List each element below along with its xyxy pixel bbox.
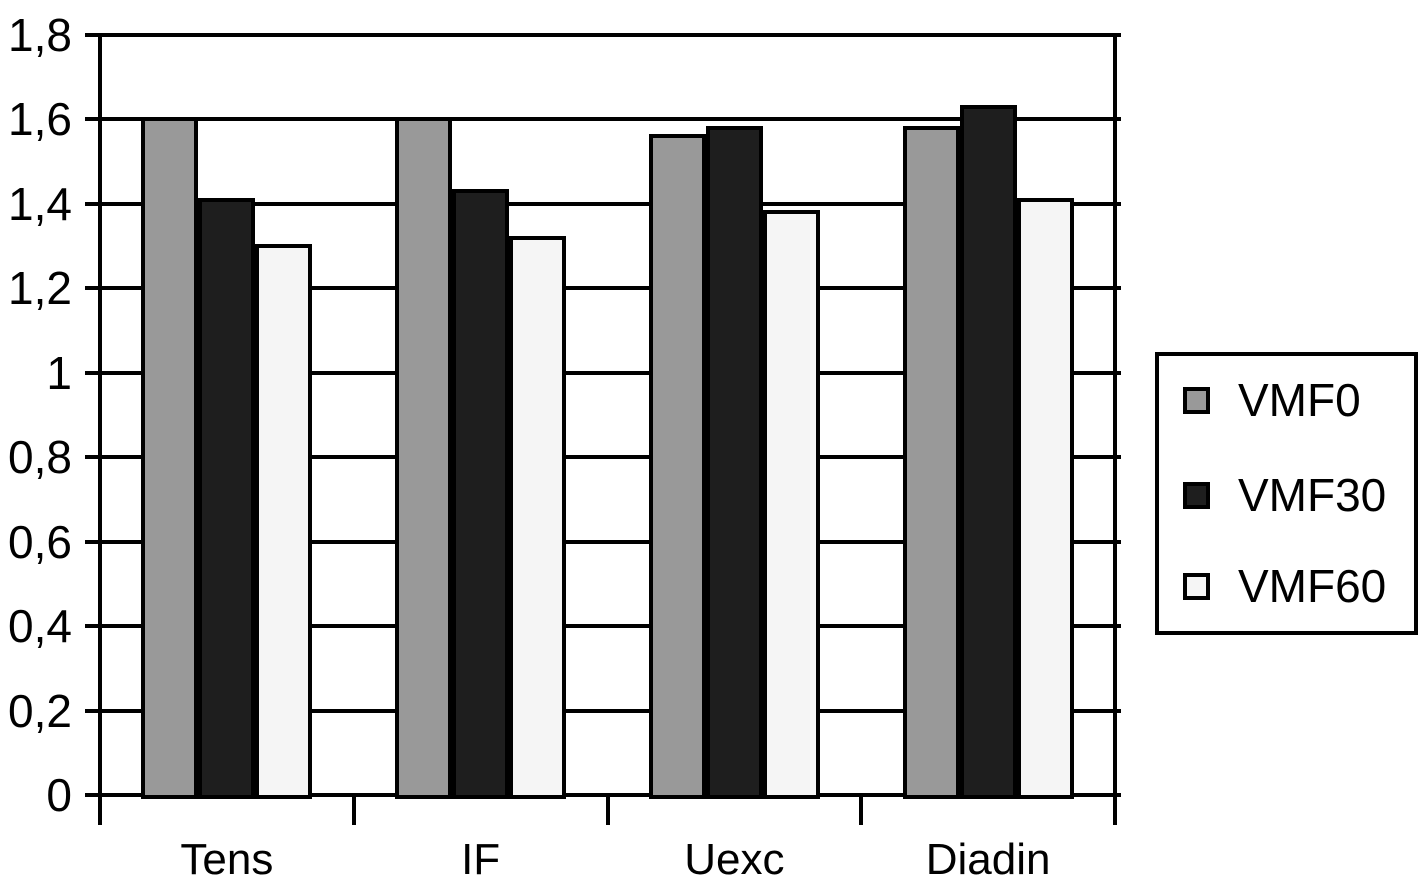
legend-item-vmf0: VMF0 — [1183, 374, 1361, 426]
legend-label-vmf30: VMF30 — [1238, 469, 1387, 521]
gridline — [85, 370, 1121, 375]
bar-vmf30-diadin — [959, 104, 1017, 799]
plot-right-border — [1113, 33, 1117, 825]
legend-item-vmf60: VMF60 — [1183, 560, 1386, 612]
legend-swatch-vmf0 — [1183, 386, 1210, 414]
y-tick-label: 1 — [46, 346, 72, 399]
legend-label-vmf0: VMF0 — [1238, 374, 1361, 426]
y-tick-label: 1,8 — [8, 9, 72, 61]
y-axis-line — [98, 33, 102, 825]
x-axis-line — [85, 793, 1121, 797]
bar-vmf0-uexc — [648, 134, 706, 799]
y-tick-label: 0,8 — [8, 431, 72, 484]
gridline — [85, 708, 1121, 713]
gridline — [85, 286, 1121, 291]
bar-vmf30-tens — [198, 197, 256, 799]
gridline — [85, 624, 1121, 629]
y-tick-label: 1,4 — [8, 177, 72, 230]
gridline — [85, 455, 1121, 460]
y-tick-label: 0 — [46, 769, 72, 821]
gridline — [85, 117, 1121, 122]
legend: VMF0 VMF30 VMF60 — [1155, 352, 1418, 635]
x-category-label: Uexc — [684, 835, 785, 882]
y-tick-label: 0,4 — [8, 600, 72, 653]
legend-label-vmf60: VMF60 — [1238, 560, 1387, 612]
legend-swatch-vmf60 — [1183, 572, 1210, 600]
gridline — [85, 539, 1121, 544]
y-tick-label: 1,6 — [8, 93, 72, 146]
x-axis-tick — [351, 795, 356, 825]
y-tick-label: 0,2 — [8, 684, 72, 737]
legend-swatch-vmf30 — [1183, 481, 1210, 509]
bar-vmf0-diadin — [902, 125, 960, 799]
bar-vmf60-tens — [255, 244, 313, 799]
bar-vmf60-uexc — [762, 210, 820, 799]
x-category-label: Tens — [180, 835, 274, 882]
bar-vmf0-if — [395, 117, 453, 799]
x-category-label: IF — [461, 835, 501, 882]
x-axis-tick — [605, 795, 610, 825]
legend-item-vmf30: VMF30 — [1183, 469, 1386, 521]
bar-vmf60-if — [509, 235, 567, 799]
bar-vmf30-uexc — [705, 125, 763, 799]
y-tick-label: 0,6 — [8, 515, 72, 568]
x-axis-tick — [859, 795, 864, 825]
x-category-label: Diadin — [925, 835, 1051, 882]
gridline — [85, 33, 1121, 37]
gridline — [85, 201, 1121, 206]
bar-vmf30-if — [452, 189, 510, 799]
bar-vmf0-tens — [141, 117, 199, 799]
bar-vmf60-diadin — [1016, 197, 1074, 799]
y-tick-label: 1,2 — [8, 262, 72, 315]
